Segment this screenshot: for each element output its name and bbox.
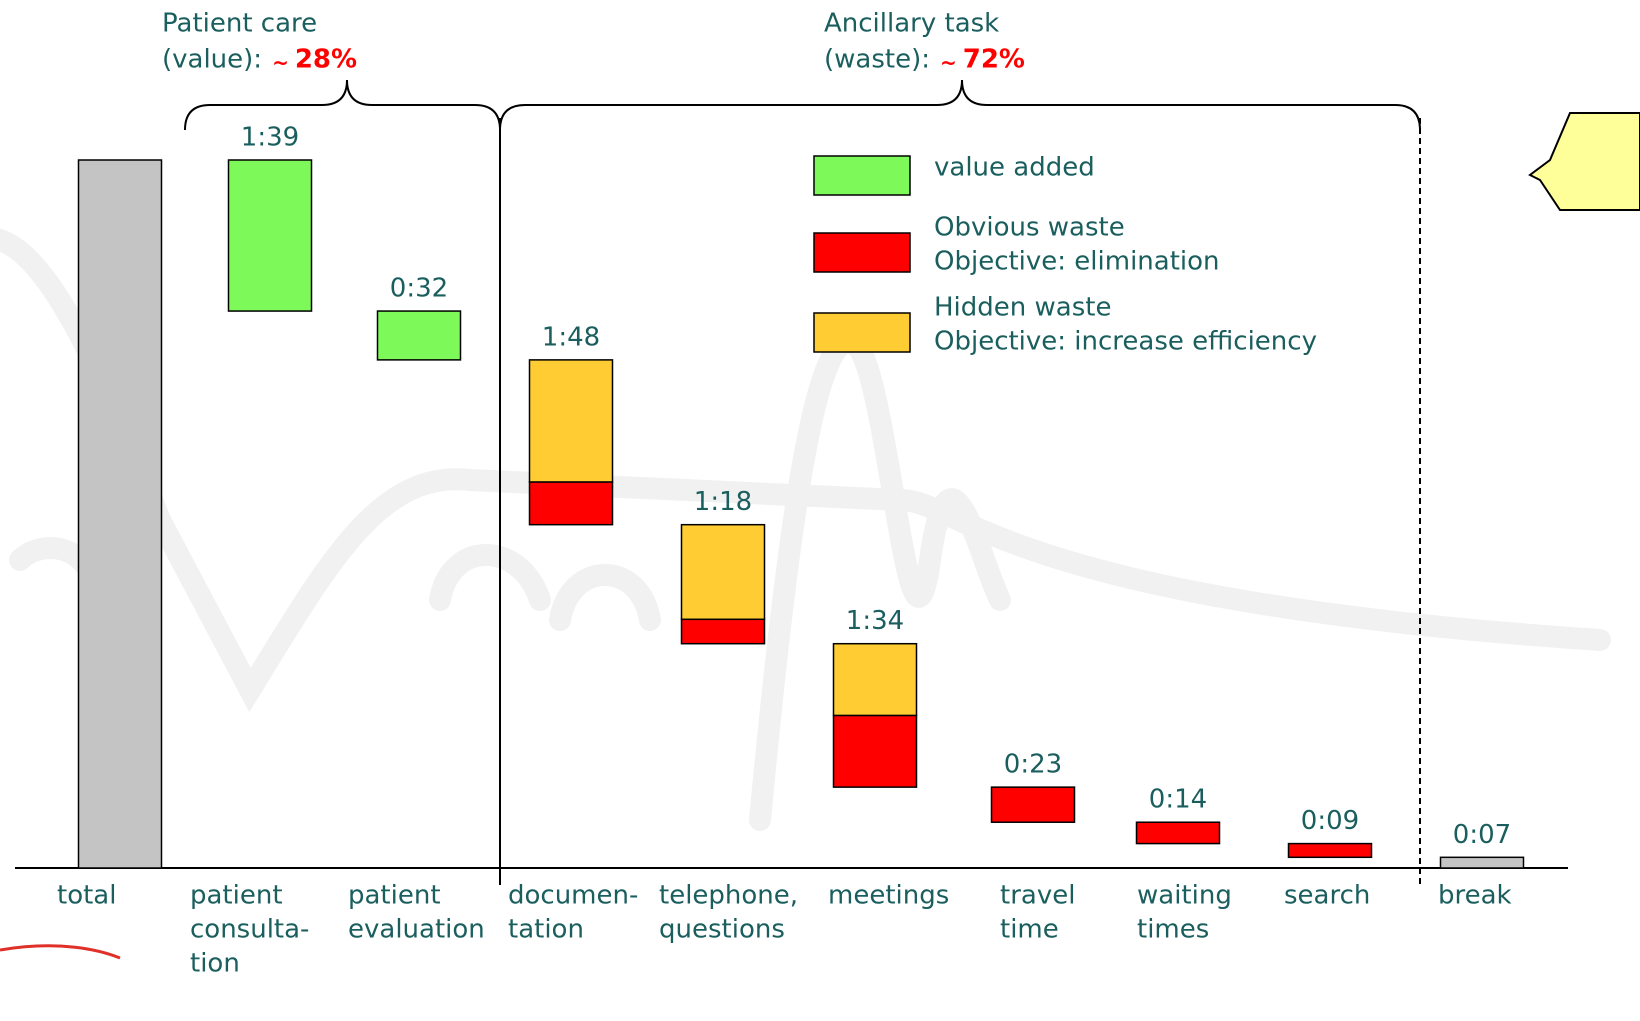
legend-text: Objective: elimination (934, 247, 1220, 277)
chart: total patient consulta-tion 1:39 patient eval… (0, 0, 1640, 1021)
legend-text: value added (934, 153, 1095, 183)
x-tick-label: patient (190, 881, 283, 911)
x-tick-label: patient (348, 881, 441, 911)
bar-segment (682, 619, 765, 643)
x-tick-label: telephone, (659, 881, 798, 911)
legend-swatch (814, 156, 910, 195)
bar-segment (530, 360, 613, 482)
bar-segment (992, 787, 1075, 822)
group-subtitle: (waste): (824, 45, 930, 75)
watermark (0, 240, 1600, 820)
x-tick-label: waiting (1137, 881, 1232, 911)
legend-swatch (814, 313, 910, 352)
x-tick-label: questions (659, 915, 785, 945)
bar-segment (1289, 844, 1372, 858)
group-title: Ancillary task (824, 9, 999, 39)
value-label: 0:07 (1453, 820, 1511, 850)
bar-segment (378, 311, 461, 360)
x-tick-label: consulta- (190, 915, 309, 945)
x-tick-label: total (57, 881, 116, 911)
x-tick-label: travel (1000, 881, 1075, 911)
legend-text: Hidden waste (934, 293, 1111, 323)
value-label: 0:09 (1301, 806, 1359, 836)
value-label: 0:14 (1149, 785, 1207, 815)
bar-segment (834, 644, 917, 716)
x-tick-label: evaluation (348, 915, 485, 945)
x-tick-label: meetings (828, 881, 949, 911)
approx-sign: ~ (272, 51, 289, 75)
bar-segment (682, 525, 765, 620)
legend-text: Objective: increase efficiency (934, 327, 1317, 357)
group-subtitle: (value): (162, 45, 262, 75)
value-label: 1:48 (542, 322, 600, 352)
callout-shape (1530, 113, 1640, 210)
bar-segment (79, 160, 162, 868)
share-label: 28% (295, 45, 357, 75)
value-label: 1:34 (846, 606, 904, 636)
value-label: 1:18 (694, 487, 752, 517)
value-label: 0:32 (390, 274, 448, 304)
x-tick-label: search (1284, 881, 1370, 911)
bar-segment (229, 160, 312, 311)
x-tick-label: time (1000, 915, 1059, 945)
bracket (500, 80, 1420, 130)
logo-curve (0, 946, 120, 958)
bracket (185, 80, 500, 130)
bar-segment (1137, 822, 1220, 843)
x-tick-label: break (1438, 881, 1512, 911)
group-title: Patient care (162, 9, 317, 39)
bar-segment (834, 715, 917, 787)
bar-segment (530, 482, 613, 525)
x-tick-label: tation (508, 915, 584, 945)
approx-sign: ~ (940, 51, 957, 75)
share-label: 72% (963, 45, 1025, 75)
value-label: 1:39 (241, 123, 299, 153)
value-label: 0:23 (1004, 750, 1062, 780)
x-tick-label: documen- (508, 881, 638, 911)
bar-segment (1441, 857, 1524, 868)
x-tick-label: times (1137, 915, 1209, 945)
legend-text: Obvious waste (934, 213, 1125, 243)
x-tick-label: tion (190, 949, 240, 979)
legend-swatch (814, 233, 910, 272)
